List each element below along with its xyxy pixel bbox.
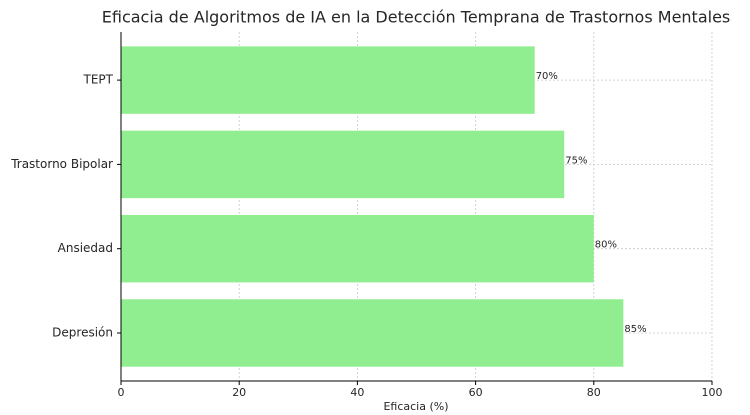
y-tick-label: Depresión [52,326,113,340]
x-axis-label: Eficacia (%) [383,400,448,413]
y-tick-label: Trastorno Bipolar [10,157,113,171]
x-tick-label: 100 [702,386,723,399]
value-label: 80% [595,240,617,251]
value-label: 70% [536,71,558,82]
y-tick-label: Ansiedad [58,241,113,255]
value-label: 75% [565,155,587,166]
value-label: 85% [624,324,646,335]
chart-title: Eficacia de Algoritmos de IA en la Detec… [102,8,731,27]
bar [121,214,594,283]
x-tick-label: 20 [232,386,246,399]
x-tick-label: 40 [350,386,364,399]
x-tick-label: 80 [587,386,601,399]
x-tick-label: 0 [118,386,125,399]
bar [121,46,535,114]
x-tick-label: 60 [469,386,483,399]
bar [121,299,624,367]
y-tick-label: TEPT [83,73,114,87]
bar [121,130,565,199]
